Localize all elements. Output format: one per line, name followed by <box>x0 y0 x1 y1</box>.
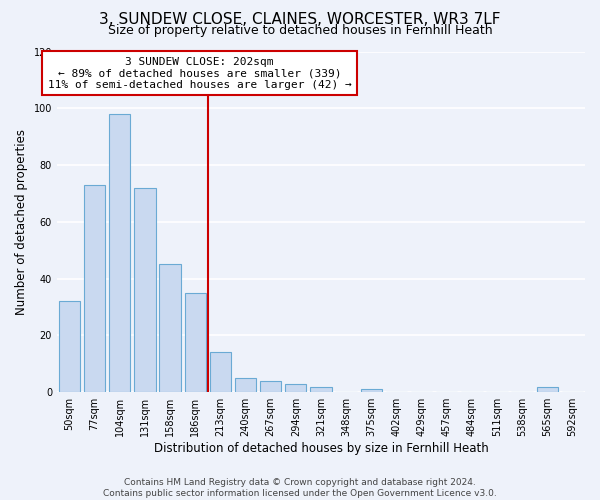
Bar <box>109 114 130 392</box>
Text: 3, SUNDEW CLOSE, CLAINES, WORCESTER, WR3 7LF: 3, SUNDEW CLOSE, CLAINES, WORCESTER, WR3… <box>99 12 501 28</box>
Bar <box>260 381 281 392</box>
Bar <box>134 188 155 392</box>
Text: 3 SUNDEW CLOSE: 202sqm
← 89% of detached houses are smaller (339)
11% of semi-de: 3 SUNDEW CLOSE: 202sqm ← 89% of detached… <box>47 56 352 90</box>
Bar <box>235 378 256 392</box>
Bar <box>185 293 206 392</box>
Bar <box>285 384 307 392</box>
Bar <box>361 390 382 392</box>
Text: Contains HM Land Registry data © Crown copyright and database right 2024.
Contai: Contains HM Land Registry data © Crown c… <box>103 478 497 498</box>
Text: Size of property relative to detached houses in Fernhill Heath: Size of property relative to detached ho… <box>107 24 493 37</box>
Bar <box>310 386 332 392</box>
X-axis label: Distribution of detached houses by size in Fernhill Heath: Distribution of detached houses by size … <box>154 442 488 455</box>
Bar <box>59 302 80 392</box>
Bar <box>209 352 231 392</box>
Bar <box>536 386 558 392</box>
Bar <box>84 185 106 392</box>
Bar <box>160 264 181 392</box>
Y-axis label: Number of detached properties: Number of detached properties <box>15 129 28 315</box>
